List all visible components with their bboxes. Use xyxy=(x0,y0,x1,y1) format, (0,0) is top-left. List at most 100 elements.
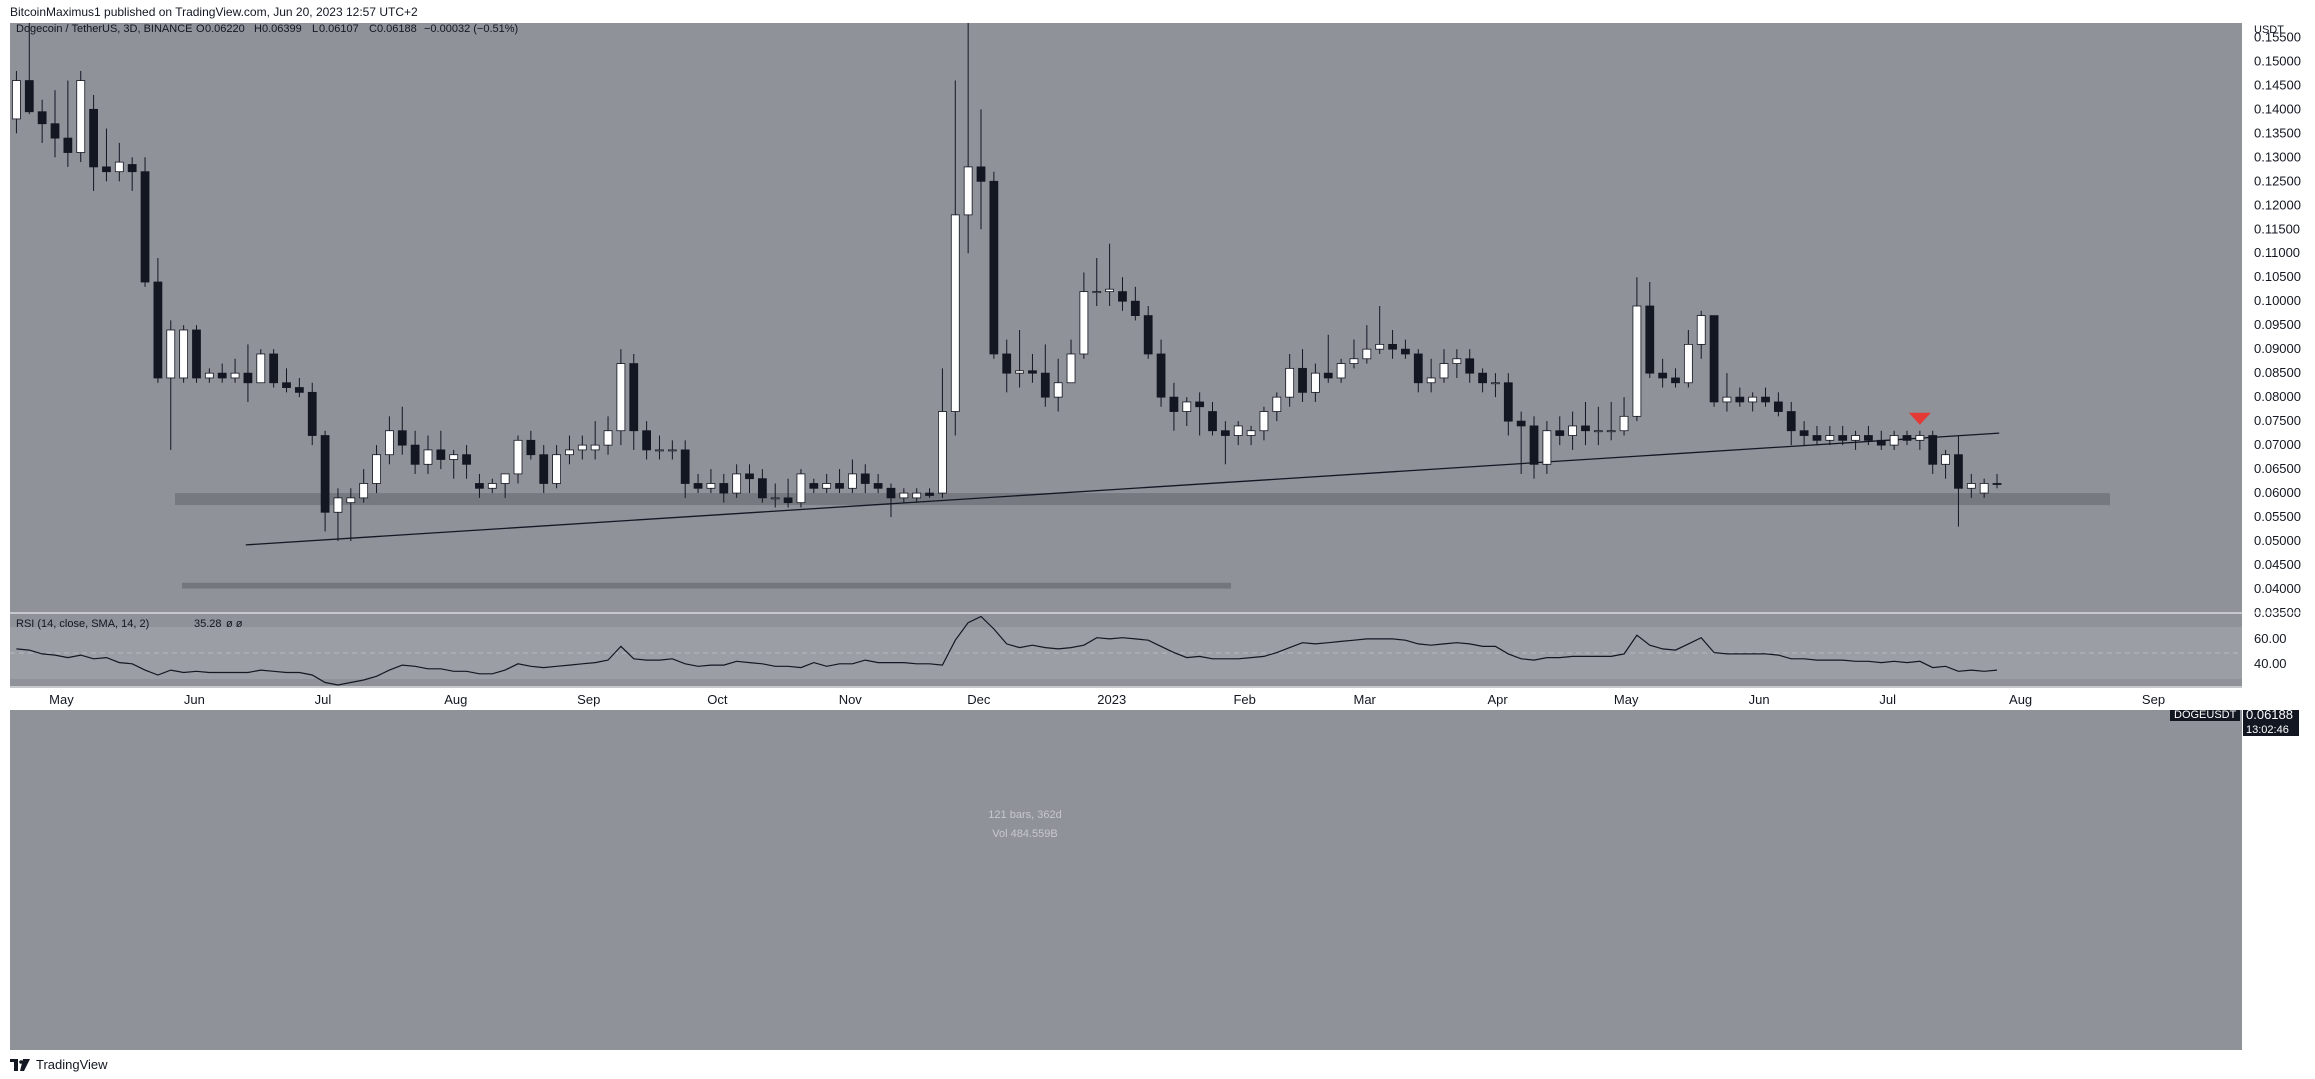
time-tick-label: Sep xyxy=(2142,692,2165,707)
bullish-candle xyxy=(1979,483,1989,494)
bearish-candle xyxy=(757,478,767,499)
time-tick-label: Oct xyxy=(707,692,728,707)
bearish-candle xyxy=(629,363,639,432)
bearish-candle xyxy=(50,123,60,139)
bearish-candle xyxy=(63,137,73,153)
time-tick-label: 2023 xyxy=(1097,692,1126,707)
bearish-candle xyxy=(1645,305,1655,374)
legend-open-label: O xyxy=(196,23,205,35)
bearish-candle xyxy=(860,473,870,484)
bearish-candle xyxy=(1876,439,1886,446)
chart-frame[interactable]: USDT 0.15500 0.15000 0.14500 0.14000 0.13500… xyxy=(10,23,2312,1050)
rsi-tick-label: 60.00 xyxy=(2254,631,2287,646)
legend-close-value: 0.06188 xyxy=(377,23,417,35)
bullish-candle xyxy=(1722,396,1732,403)
bullish-candle xyxy=(359,483,369,499)
time-tick-label: Jun xyxy=(184,692,205,707)
bearish-candle xyxy=(1928,435,1938,465)
bearish-candle xyxy=(1774,401,1783,412)
bearish-candle xyxy=(436,449,446,460)
bullish-candle xyxy=(1079,291,1089,355)
bullish-candle xyxy=(1015,370,1024,374)
bearish-candle xyxy=(1478,372,1487,384)
candlestick-chart[interactable]: USDT 0.15500 0.15000 0.14500 0.14000 0.13500… xyxy=(10,23,2312,1050)
price-tick-label: 0.07000 xyxy=(2254,437,2301,452)
bearish-candle xyxy=(1401,348,1410,355)
bullish-candle xyxy=(449,454,459,460)
price-tick-label: 0.08500 xyxy=(2254,365,2301,380)
bearish-candle xyxy=(1195,401,1205,408)
bearish-candle xyxy=(1954,454,1963,489)
bullish-candle xyxy=(1491,382,1500,385)
bullish-candle xyxy=(1349,358,1359,364)
bearish-candle xyxy=(693,483,703,489)
tradingview-logo[interactable]: TradingView xyxy=(10,1057,108,1072)
legend-high-value: 0.06399 xyxy=(262,23,302,35)
bullish-candle xyxy=(1825,435,1835,441)
tradingview-logo-label: TradingView xyxy=(36,1057,108,1072)
bearish-candle xyxy=(976,166,986,182)
bullish-candle xyxy=(1053,382,1063,398)
bearish-candle xyxy=(1799,430,1809,436)
time-tick-label: Apr xyxy=(1487,692,1508,707)
bearish-candle xyxy=(1516,420,1526,427)
rsi-pane[interactable]: RSI (14, close, SMA, 14, 2) 35.28 ø ø 60… xyxy=(10,612,2312,686)
tradingview-logo-icon xyxy=(10,1058,30,1071)
bearish-candle xyxy=(89,108,98,168)
bearish-candle xyxy=(1169,396,1179,412)
bearish-candle xyxy=(925,492,934,496)
bearish-candle xyxy=(282,382,291,388)
time-tick-label: Dec xyxy=(967,692,991,707)
bullish-candle xyxy=(346,497,356,504)
bearish-candle xyxy=(140,171,150,283)
bullish-candle xyxy=(938,411,947,494)
symbol-tag-label: DOGEUSDT xyxy=(2174,709,2237,721)
price-tag-value: 0.06188 xyxy=(2246,707,2293,722)
bearish-candle xyxy=(1156,353,1166,398)
bearish-candle xyxy=(37,111,47,125)
bearish-candle xyxy=(1130,300,1140,317)
bullish-candle xyxy=(706,483,716,489)
footer: TradingView xyxy=(0,1050,2315,1079)
bearish-candle xyxy=(873,483,883,489)
bearish-candle xyxy=(642,430,652,451)
legend-high-label: H xyxy=(254,23,262,35)
time-axis[interactable]: May Jun Jul Aug Sep Oct Nov Dec 2023 Feb Mar Apr May… xyxy=(10,686,2312,710)
bearish-candle xyxy=(1812,435,1822,441)
bearish-candle xyxy=(475,483,484,489)
bearish-candle xyxy=(1503,382,1513,422)
legend-close-label: C xyxy=(369,23,377,35)
price-tick-label: 0.09000 xyxy=(2254,341,2301,356)
bullish-candle xyxy=(1246,430,1256,436)
time-tick-label: Mar xyxy=(1353,692,1376,707)
bearish-candle xyxy=(835,483,844,489)
price-axis[interactable]: USDT 0.15500 0.15000 0.14500 0.14000 0.13500… xyxy=(2242,23,2312,1050)
bullish-candle xyxy=(899,492,909,499)
bearish-candle xyxy=(886,487,896,499)
price-tick-label: 0.11000 xyxy=(2254,245,2300,260)
bullish-candle xyxy=(1915,435,1925,441)
bullish-candle xyxy=(1542,430,1552,465)
bullish-candle xyxy=(372,454,381,484)
price-tick-label: 0.12500 xyxy=(2254,173,2301,188)
bearish-candle xyxy=(1529,425,1539,465)
bullish-candle xyxy=(230,372,240,379)
rsi-line xyxy=(16,615,1998,686)
bearish-candle xyxy=(1992,483,2002,485)
price-tick-label: 0.14500 xyxy=(2254,77,2301,92)
bullish-candle xyxy=(848,473,857,489)
bearish-candle xyxy=(1208,411,1217,432)
bearish-candle xyxy=(320,435,330,513)
measure-label: 121 bars, 362d Vol 484.559B xyxy=(988,809,1061,840)
bearish-candle xyxy=(1220,430,1230,436)
bearish-candle xyxy=(102,166,111,173)
bearish-candle xyxy=(1658,372,1668,379)
bullish-candle xyxy=(1362,348,1372,360)
time-tick-label: Nov xyxy=(839,692,863,707)
price-tick-label: 0.14000 xyxy=(2254,101,2301,116)
bullish-candle xyxy=(204,372,214,379)
bullish-candle xyxy=(1259,411,1269,432)
bearish-candle xyxy=(24,80,34,113)
bullish-candle xyxy=(1696,315,1706,345)
bearish-candle xyxy=(1298,367,1307,393)
